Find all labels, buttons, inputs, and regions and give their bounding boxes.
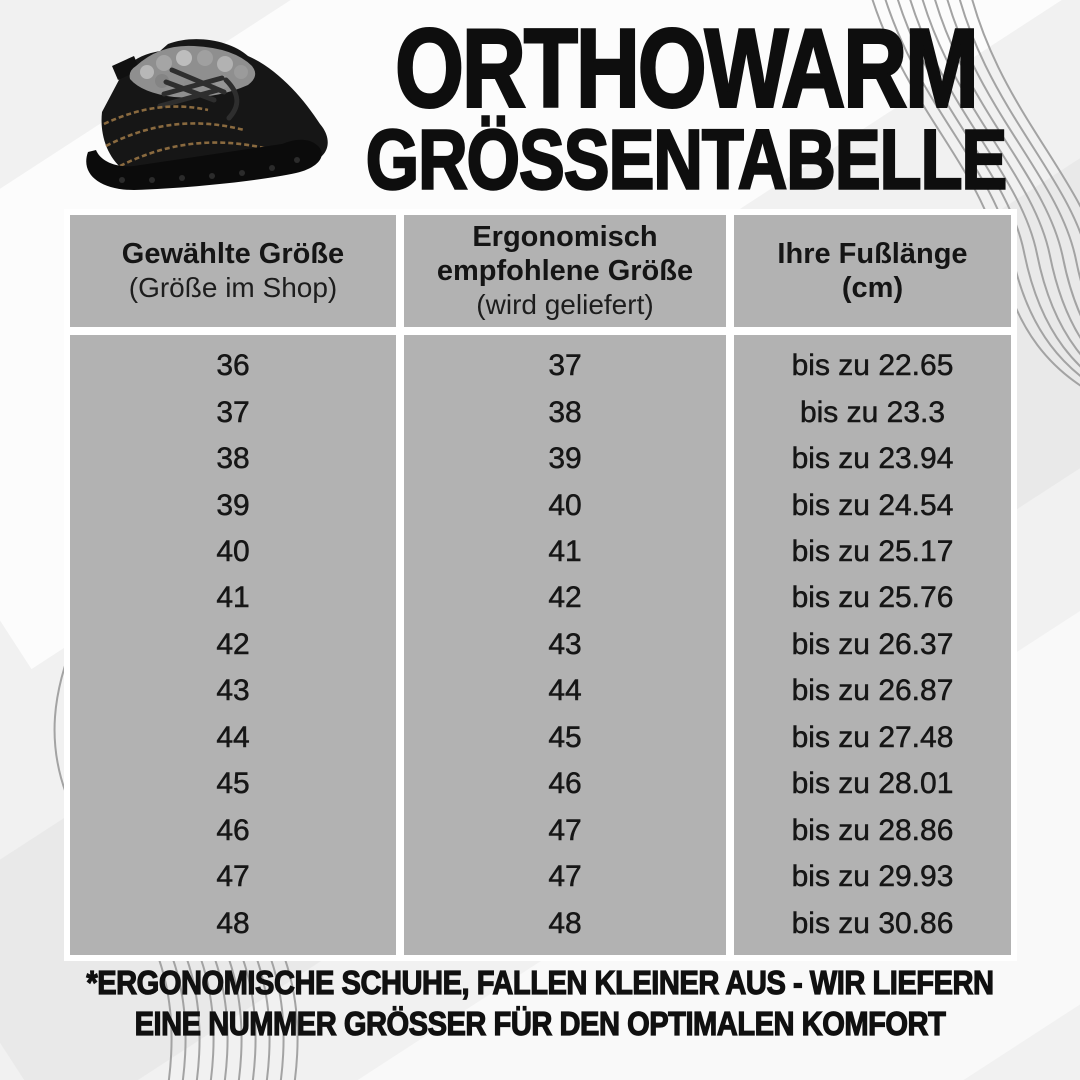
table-cell: 40: [216, 535, 250, 569]
table-cell: 47: [548, 813, 582, 848]
size-table-header: Gewählte Größe (Größe im Shop) Ergonomis…: [70, 215, 1011, 327]
size-table: Gewählte Größe (Größe im Shop) Ergonomis…: [64, 209, 1017, 961]
table-cell: 45: [548, 720, 582, 755]
table-cell: 48: [216, 906, 250, 940]
table-cell: 40: [548, 488, 582, 522]
column-delivered-size: 37 38 39 40 41 42 43 44 45 46 47 47 48: [404, 335, 726, 955]
table-cell: bis zu 28.01: [791, 767, 954, 801]
header-recommended-subtitle: (wird geliefert): [476, 289, 654, 320]
table-cell: 39: [216, 488, 250, 522]
table-cell: 42: [216, 627, 250, 662]
table-cell: 46: [216, 813, 250, 848]
column-shop-size: 36 37 38 39 40 41 42 43 44 45 46 47 48: [70, 335, 396, 955]
table-cell: 43: [216, 674, 250, 708]
table-cell: bis zu 23.94: [791, 442, 954, 476]
header-shop-size-subtitle: (Größe im Shop): [128, 272, 338, 303]
table-cell: 38: [548, 395, 582, 429]
page-title: ORTHOWARM GRÖSSENTABELLE: [350, 9, 1022, 206]
table-cell: bis zu 22.65: [791, 349, 954, 383]
title-line-subject: GRÖSSENTABELLE: [365, 112, 1009, 207]
table-cell: bis zu 29.93: [791, 860, 954, 894]
table-cell: bis zu 27.48: [791, 720, 954, 755]
table-cell: bis zu 28.86: [791, 813, 954, 848]
table-cell: bis zu 25.17: [791, 535, 954, 569]
table-cell: 39: [548, 442, 582, 476]
table-cell: bis zu 26.37: [791, 627, 954, 662]
footnote-line-1: *ERGONOMISCHE SCHUHE, FALLEN KLEINER AUS…: [86, 965, 995, 1003]
header-foot-length-unit: (cm): [841, 272, 904, 304]
header-shop-size-title: Gewählte Größe: [121, 238, 345, 270]
table-cell: 37: [216, 395, 250, 429]
column-foot-length: bis zu 22.65 bis zu 23.3 bis zu 23.94 bis z…: [734, 335, 1011, 955]
table-cell: 38: [216, 442, 250, 476]
header-foot-length: Ihre Fußlänge (cm): [734, 215, 1011, 327]
table-cell: 41: [216, 581, 250, 615]
table-cell: bis zu 26.87: [791, 674, 954, 708]
table-cell: 44: [548, 674, 582, 708]
header-recommended-title-1: Ergonomisch: [472, 221, 658, 253]
header-recommended-title-2: empfohlene Größe: [436, 255, 694, 287]
table-cell: bis zu 30.86: [791, 906, 954, 940]
table-cell: 47: [216, 860, 250, 894]
table-cell: bis zu 23.3: [799, 395, 946, 429]
footnote: *ERGONOMISCHE SCHUHE, FALLEN KLEINER AUS…: [0, 963, 1080, 1045]
table-cell: 36: [216, 349, 250, 383]
size-table-body: 36 37 38 39 40 41 42 43 44 45 46 47 48 37 38 39 40 41 42 4…: [70, 335, 1011, 955]
header-foot-length-title: Ihre Fußlänge: [777, 238, 968, 270]
table-cell: 47: [548, 860, 582, 894]
table-cell: 48: [548, 906, 582, 940]
title-line-brand: ORTHOWARM: [394, 5, 980, 131]
table-cell: 45: [216, 767, 250, 801]
table-cell: 43: [548, 627, 582, 662]
header-shop-size: Gewählte Größe (Größe im Shop): [70, 215, 396, 327]
table-cell: bis zu 24.54: [791, 488, 954, 522]
table-cell: 46: [548, 767, 582, 801]
product-boot-image: [86, 39, 328, 190]
table-cell: 44: [216, 720, 250, 755]
table-cell: bis zu 25.76: [791, 581, 954, 615]
table-cell: 37: [548, 349, 582, 383]
table-cell: 41: [548, 535, 582, 569]
table-cell: 42: [548, 581, 582, 615]
footnote-line-2: EINE NUMMER GRÖSSER FÜR DEN OPTIMALEN KO…: [134, 1006, 946, 1044]
header-recommended-size: Ergonomisch empfohlene Größe (wird gelie…: [404, 215, 726, 327]
